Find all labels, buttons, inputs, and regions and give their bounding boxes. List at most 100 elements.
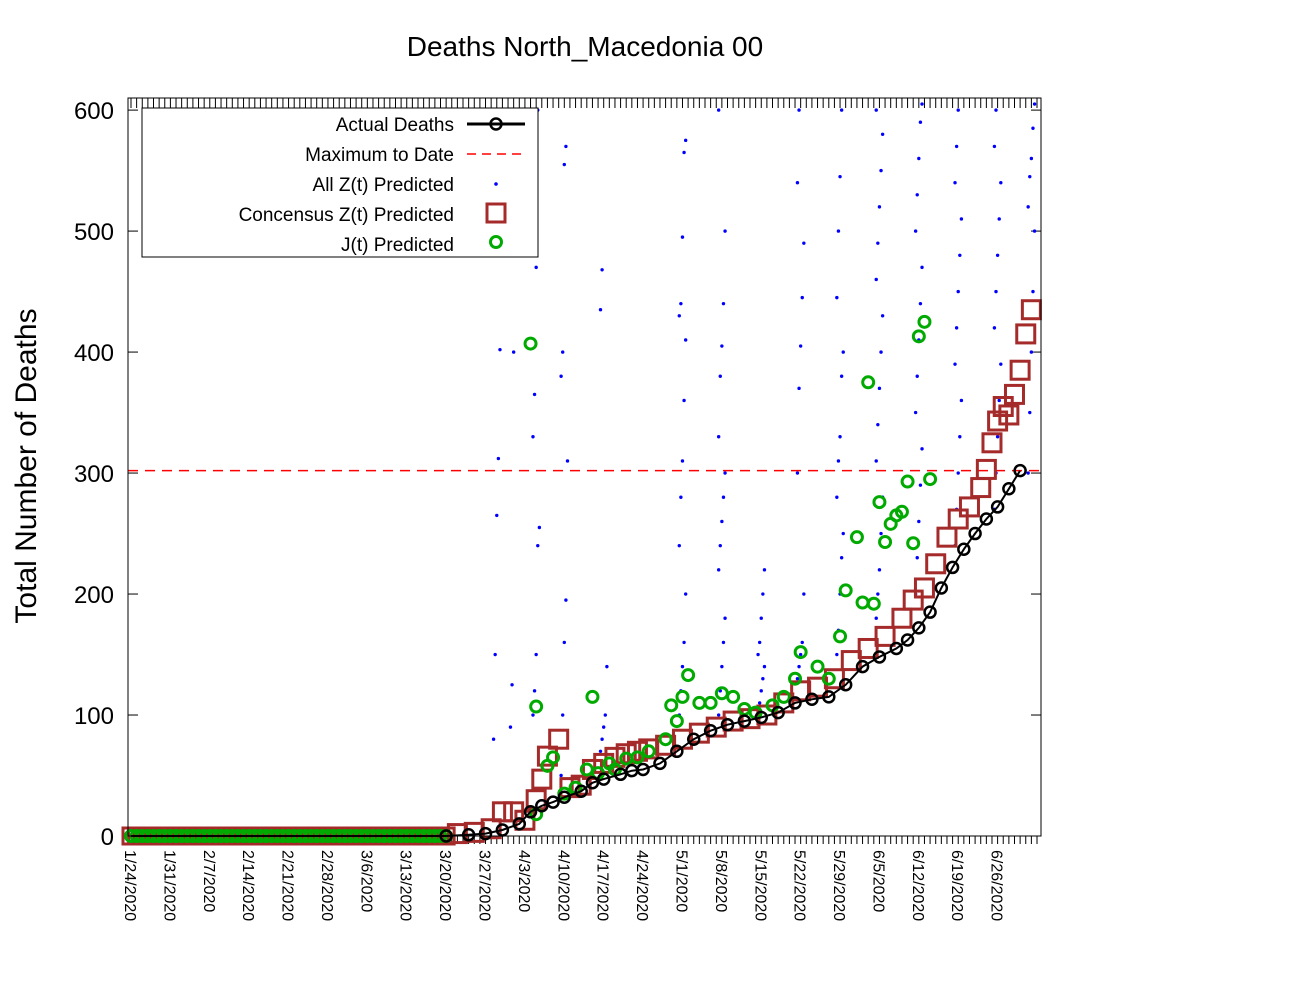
all-z-point bbox=[759, 616, 763, 620]
all-z-point bbox=[718, 374, 722, 378]
jt-point bbox=[664, 698, 679, 713]
all-z-point bbox=[839, 374, 844, 378]
all-z-point bbox=[679, 301, 683, 306]
all-z-point bbox=[682, 398, 686, 403]
legend-label-consensus: Concensus Z(t) Predicted bbox=[239, 205, 454, 226]
all-z-point bbox=[920, 265, 924, 270]
all-z-point bbox=[1026, 205, 1030, 209]
all-z-point bbox=[598, 308, 603, 312]
x-tick-label: 5/29/2020 bbox=[830, 850, 847, 921]
all-z-point bbox=[797, 108, 801, 112]
actual-deaths-series bbox=[131, 463, 1027, 843]
actual-deaths-point bbox=[596, 772, 611, 786]
consensus-point bbox=[975, 458, 997, 480]
all-z-point bbox=[510, 683, 514, 687]
all-z-point bbox=[759, 689, 763, 693]
legend: Actual Deaths Maximum to Date All Z(t) P… bbox=[141, 107, 539, 258]
actual-deaths-point bbox=[934, 581, 949, 595]
jt-point bbox=[776, 689, 791, 704]
all-z-point bbox=[959, 217, 964, 221]
all-z-point bbox=[997, 398, 1001, 403]
actual-deaths-point bbox=[703, 723, 718, 738]
all-z-point bbox=[559, 773, 563, 778]
all-z-point bbox=[841, 531, 845, 536]
all-z-point bbox=[677, 543, 681, 548]
actual-deaths-point bbox=[686, 732, 701, 746]
j-predicted-series bbox=[124, 314, 938, 843]
all-z-point bbox=[920, 447, 924, 451]
actual-deaths-point bbox=[805, 692, 819, 707]
all-z-point bbox=[605, 664, 609, 669]
jt-point bbox=[658, 732, 673, 747]
all-z-point bbox=[508, 725, 513, 729]
consensus-z-predicted-series bbox=[121, 299, 1042, 846]
all-z-point bbox=[795, 677, 800, 681]
jt-point bbox=[906, 536, 921, 551]
all-z-point bbox=[874, 277, 878, 282]
all-z-point bbox=[997, 217, 1001, 221]
all-z-point bbox=[879, 531, 883, 536]
all-z-point bbox=[562, 640, 567, 645]
actual-deaths-point bbox=[523, 805, 538, 819]
all-z-point bbox=[723, 616, 727, 620]
consensus-point bbox=[857, 637, 879, 659]
all-z-point bbox=[838, 435, 842, 439]
all-z-point bbox=[913, 229, 918, 233]
all-z-point bbox=[994, 108, 998, 112]
all-z-point bbox=[802, 241, 806, 245]
all-z-point bbox=[876, 422, 880, 427]
all-z-point bbox=[601, 725, 606, 729]
x-tick-label: 4/17/2020 bbox=[594, 850, 611, 921]
all-z-point bbox=[918, 483, 923, 487]
consensus-point bbox=[947, 508, 969, 530]
jt-point bbox=[861, 375, 876, 390]
x-tick-label: 3/27/2020 bbox=[476, 850, 493, 921]
actual-deaths-point bbox=[720, 717, 735, 732]
all-z-point bbox=[562, 162, 567, 167]
jt-point bbox=[630, 750, 645, 765]
all-z-point bbox=[756, 652, 760, 657]
all-z-point bbox=[992, 144, 997, 149]
x-tick-label: 2/21/2020 bbox=[279, 850, 296, 921]
jt-point bbox=[894, 504, 909, 519]
x-tick-label: 2/14/2020 bbox=[239, 850, 256, 921]
consensus-point bbox=[1003, 383, 1025, 405]
all-z-point bbox=[721, 301, 726, 306]
jt-point bbox=[703, 695, 718, 710]
actual-deaths-point bbox=[557, 790, 572, 805]
all-z-point bbox=[994, 289, 998, 294]
all-z-point bbox=[999, 180, 1003, 185]
all-z-point bbox=[879, 350, 883, 354]
jt-point bbox=[911, 329, 926, 344]
all-z-point bbox=[532, 689, 537, 693]
y-tick-label: 200 bbox=[74, 582, 114, 609]
all-z-point bbox=[953, 362, 957, 366]
jt-point bbox=[917, 314, 932, 329]
all-z-point bbox=[954, 326, 959, 330]
all-z-point bbox=[757, 640, 762, 645]
consensus-point bbox=[536, 745, 558, 767]
legend-swatch-jt bbox=[489, 235, 503, 249]
all-z-point bbox=[680, 235, 685, 239]
all-z-point bbox=[600, 737, 604, 741]
jt-point bbox=[849, 530, 864, 545]
actual-deaths-point bbox=[990, 500, 1005, 514]
jt-point bbox=[833, 629, 848, 644]
jt-point bbox=[855, 595, 870, 610]
all-z-point bbox=[917, 156, 921, 161]
y-tick-label: 500 bbox=[74, 219, 114, 246]
jt-point bbox=[669, 714, 684, 729]
all-z-point bbox=[835, 652, 839, 657]
actual-deaths-point bbox=[1013, 463, 1027, 478]
actual-deaths-point bbox=[822, 690, 836, 704]
all-z-point bbox=[956, 471, 960, 475]
actual-deaths-point bbox=[957, 542, 971, 557]
all-z-point bbox=[802, 592, 806, 596]
all-z-point bbox=[836, 459, 841, 463]
all-z-point bbox=[561, 713, 565, 717]
consensus-point bbox=[1009, 359, 1031, 381]
all-z-point bbox=[874, 616, 878, 620]
all-z-point bbox=[720, 519, 724, 524]
actual-deaths-point bbox=[923, 605, 937, 619]
actual-deaths-point bbox=[855, 659, 870, 674]
